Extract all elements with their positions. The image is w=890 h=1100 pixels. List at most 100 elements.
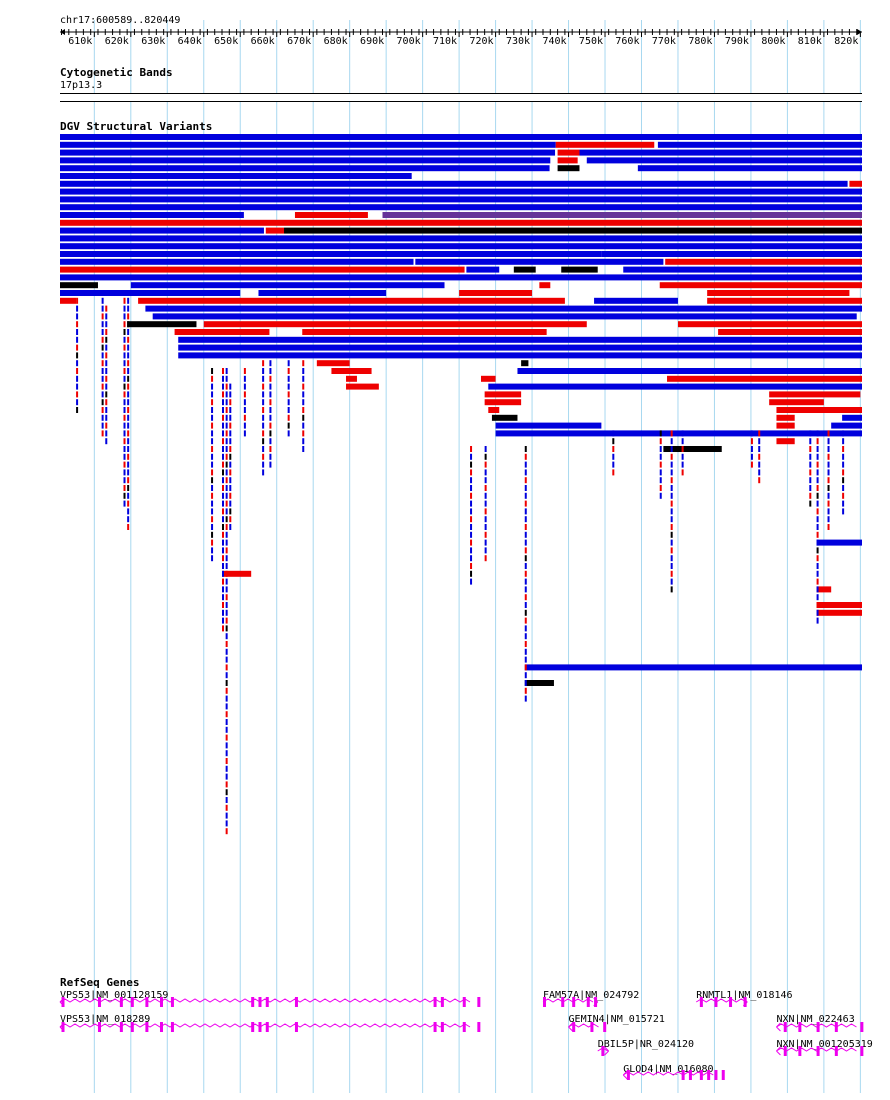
variant-gain [127, 391, 130, 398]
variant-loss [842, 492, 845, 499]
variant-gain [816, 453, 819, 460]
gene-label[interactable]: RNMTL1|NM_018146 [696, 990, 793, 1001]
variant-loss [816, 438, 819, 445]
variant-loss [101, 360, 104, 367]
gene-exon [433, 1022, 437, 1032]
variant-gain [127, 399, 130, 406]
variant-loss [816, 531, 819, 538]
variant-both [225, 625, 228, 632]
variant-loss [524, 500, 527, 507]
variant-gain [229, 407, 232, 413]
variant-loss [269, 422, 272, 429]
variant-gain [123, 336, 126, 343]
variant-loss [225, 430, 228, 437]
gene-exon [145, 997, 149, 1007]
variant-gain [484, 500, 487, 507]
variant-gain [127, 368, 130, 374]
variant-gain [225, 492, 228, 499]
variant-gain [524, 602, 527, 608]
dgv-track[interactable] [0, 130, 890, 970]
variant-loss [225, 617, 228, 624]
variant-gain [484, 539, 487, 546]
variant-gain [123, 430, 126, 437]
variant-gain [524, 633, 527, 640]
variant-gain [105, 321, 108, 328]
variant-loss [816, 508, 819, 515]
variant-loss [225, 407, 228, 413]
variant-gain [211, 391, 214, 398]
ruler[interactable]: 610k 620k 630k 640k 650k 660k 670k 680k 690k 700k… [0, 20, 890, 80]
cytoband-bar[interactable] [60, 93, 862, 102]
variant-gain [127, 329, 130, 335]
gene-label[interactable]: VPS53|NM_018289 [60, 1014, 151, 1025]
gene-exon [294, 1022, 298, 1032]
variant-gain [211, 547, 214, 554]
variant-loss [127, 383, 130, 390]
variant-both [105, 391, 108, 398]
variant-gain [225, 602, 228, 608]
variant-loss [470, 446, 473, 452]
variant-gain [287, 407, 290, 413]
variant-loss [262, 383, 265, 390]
variant-gain [211, 500, 214, 507]
variant-gain [225, 586, 228, 593]
variant-gain [269, 407, 272, 413]
variant-gain [524, 656, 527, 663]
gene-exon [440, 997, 444, 1007]
variant-both [262, 438, 265, 445]
variant-gain [225, 399, 228, 406]
variant-both [827, 485, 830, 491]
variant-loss [225, 500, 228, 507]
variant-gain [105, 360, 108, 367]
variant-both [222, 469, 225, 476]
variant-loss [670, 547, 673, 554]
gene-exon [61, 1022, 65, 1032]
variant-gain [225, 773, 228, 780]
variant-gain [816, 539, 862, 546]
variant-both [123, 383, 126, 390]
gene-label[interactable]: GEMIN4|NM_015721 [568, 1014, 665, 1025]
gene-label[interactable]: NXN|NM_022463 [776, 1014, 855, 1025]
variant-gain [816, 609, 819, 616]
dgv-track-title: DGV Structural Variants [60, 120, 213, 133]
variant-gain [127, 492, 130, 499]
gene-label[interactable]: VPS53|NM_001128159 [60, 990, 169, 1001]
variant-loss [123, 485, 126, 491]
variant-gain [287, 375, 290, 382]
refseq-track[interactable] [0, 990, 890, 1100]
variant-gain [101, 329, 104, 335]
variant-both [816, 547, 819, 554]
gene-label[interactable]: DBIL5P|NR_024120 [597, 1039, 695, 1050]
variant-loss [105, 375, 108, 382]
variant-loss [265, 227, 285, 234]
gene-label[interactable]: GLOD4|NM_016080 [623, 1064, 714, 1075]
variant-loss [269, 399, 272, 406]
variant-gain [225, 656, 228, 663]
gene-exon [258, 1022, 262, 1032]
gene-label[interactable]: NXN|NM_001205319 [776, 1039, 873, 1050]
variant-loss [758, 453, 761, 460]
variant-gain [659, 469, 662, 476]
ruler-tick-label: 730k [506, 36, 530, 47]
variant-loss [225, 687, 228, 694]
gene-exon [130, 1022, 134, 1032]
variant-loss [225, 781, 228, 788]
gene-exon [714, 997, 718, 1007]
ruler-tick-label: 610k [68, 36, 92, 47]
variant-gain [222, 422, 225, 429]
variant-loss [670, 430, 673, 437]
variant-gain [211, 485, 214, 491]
variant-loss [101, 430, 104, 437]
variant-loss [225, 477, 228, 484]
variant-gain [287, 360, 290, 367]
gene-label[interactable]: FAM57A|NM_024792 [543, 990, 640, 1001]
variant-loss [612, 446, 615, 452]
variant-loss [776, 438, 795, 445]
variant-loss [681, 469, 684, 476]
variant-gain [524, 492, 527, 499]
variant-loss [60, 219, 862, 226]
variant-gain [101, 414, 104, 421]
variant-gain [681, 461, 684, 468]
variant-gain [466, 266, 500, 273]
